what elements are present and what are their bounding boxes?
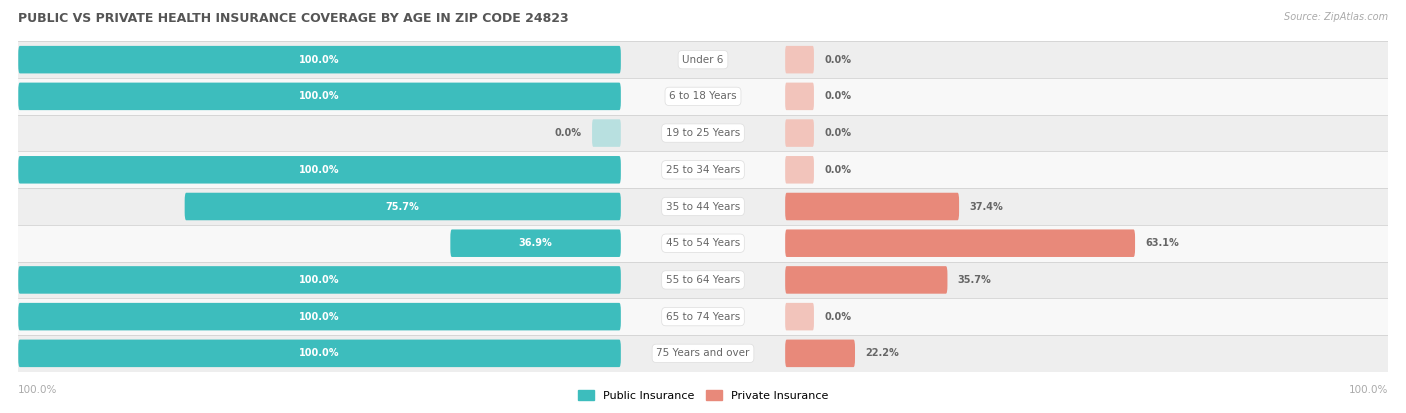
FancyBboxPatch shape bbox=[785, 156, 814, 183]
Text: 37.4%: 37.4% bbox=[969, 202, 1002, 211]
FancyBboxPatch shape bbox=[785, 119, 814, 147]
Bar bbox=[18, 225, 1388, 261]
FancyBboxPatch shape bbox=[184, 193, 621, 220]
Text: 65 to 74 Years: 65 to 74 Years bbox=[666, 312, 740, 322]
FancyBboxPatch shape bbox=[18, 46, 621, 74]
Text: 100.0%: 100.0% bbox=[18, 385, 58, 395]
Text: 100.0%: 100.0% bbox=[299, 348, 340, 358]
Text: 0.0%: 0.0% bbox=[824, 55, 851, 65]
Bar bbox=[18, 152, 1388, 188]
Text: 100.0%: 100.0% bbox=[299, 55, 340, 65]
Legend: Public Insurance, Private Insurance: Public Insurance, Private Insurance bbox=[574, 386, 832, 406]
Text: 19 to 25 Years: 19 to 25 Years bbox=[666, 128, 740, 138]
FancyBboxPatch shape bbox=[592, 119, 621, 147]
FancyBboxPatch shape bbox=[785, 193, 959, 220]
Text: 35 to 44 Years: 35 to 44 Years bbox=[666, 202, 740, 211]
Text: 100.0%: 100.0% bbox=[299, 275, 340, 285]
Text: PUBLIC VS PRIVATE HEALTH INSURANCE COVERAGE BY AGE IN ZIP CODE 24823: PUBLIC VS PRIVATE HEALTH INSURANCE COVER… bbox=[18, 12, 569, 25]
FancyBboxPatch shape bbox=[18, 156, 621, 183]
Text: Under 6: Under 6 bbox=[682, 55, 724, 65]
Text: 100.0%: 100.0% bbox=[299, 91, 340, 101]
Text: 0.0%: 0.0% bbox=[824, 312, 851, 322]
Text: 0.0%: 0.0% bbox=[824, 128, 851, 138]
Text: 0.0%: 0.0% bbox=[824, 91, 851, 101]
Text: 63.1%: 63.1% bbox=[1146, 238, 1180, 248]
Bar bbox=[18, 298, 1388, 335]
FancyBboxPatch shape bbox=[18, 266, 621, 294]
Text: 75.7%: 75.7% bbox=[385, 202, 419, 211]
Text: 100.0%: 100.0% bbox=[299, 165, 340, 175]
Text: 45 to 54 Years: 45 to 54 Years bbox=[666, 238, 740, 248]
Text: 100.0%: 100.0% bbox=[1348, 385, 1388, 395]
FancyBboxPatch shape bbox=[450, 230, 621, 257]
Bar bbox=[18, 78, 1388, 115]
Text: 25 to 34 Years: 25 to 34 Years bbox=[666, 165, 740, 175]
Text: 100.0%: 100.0% bbox=[299, 312, 340, 322]
Text: 55 to 64 Years: 55 to 64 Years bbox=[666, 275, 740, 285]
FancyBboxPatch shape bbox=[785, 303, 814, 330]
Text: 36.9%: 36.9% bbox=[519, 238, 553, 248]
FancyBboxPatch shape bbox=[18, 339, 621, 367]
FancyBboxPatch shape bbox=[785, 266, 948, 294]
Text: 0.0%: 0.0% bbox=[824, 165, 851, 175]
Text: 35.7%: 35.7% bbox=[957, 275, 991, 285]
Bar bbox=[18, 261, 1388, 298]
FancyBboxPatch shape bbox=[785, 46, 814, 74]
FancyBboxPatch shape bbox=[18, 303, 621, 330]
FancyBboxPatch shape bbox=[785, 230, 1135, 257]
FancyBboxPatch shape bbox=[18, 83, 621, 110]
Text: 6 to 18 Years: 6 to 18 Years bbox=[669, 91, 737, 101]
Text: Source: ZipAtlas.com: Source: ZipAtlas.com bbox=[1284, 12, 1388, 22]
Text: 75 Years and over: 75 Years and over bbox=[657, 348, 749, 358]
Text: 22.2%: 22.2% bbox=[865, 348, 898, 358]
Text: 0.0%: 0.0% bbox=[555, 128, 582, 138]
Bar bbox=[18, 41, 1388, 78]
Bar bbox=[18, 188, 1388, 225]
Bar bbox=[18, 335, 1388, 372]
FancyBboxPatch shape bbox=[785, 83, 814, 110]
Bar bbox=[18, 115, 1388, 152]
FancyBboxPatch shape bbox=[785, 339, 855, 367]
